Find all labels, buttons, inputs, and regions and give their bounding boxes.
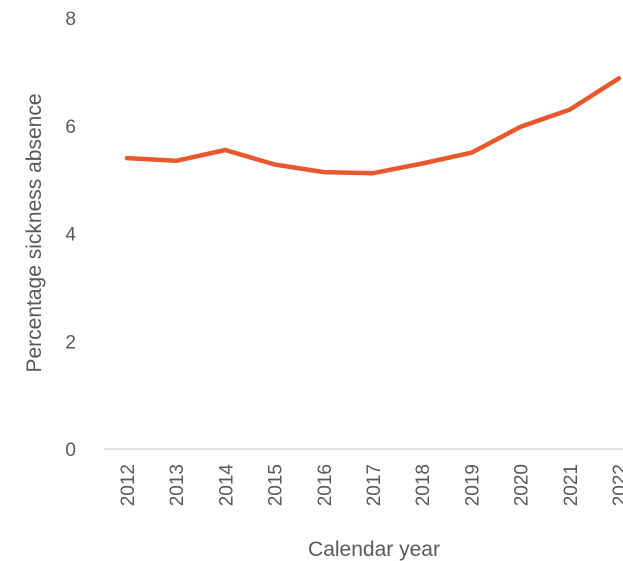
y-tick-label: 4 bbox=[65, 225, 76, 246]
y-tick-label: 2 bbox=[65, 332, 76, 353]
series-line bbox=[124, 76, 622, 176]
y-axis-tick-labels: 0 2 4 6 8 bbox=[65, 9, 76, 461]
x-tick-label: 2012 bbox=[118, 464, 139, 506]
y-tick-label: 6 bbox=[65, 117, 76, 138]
x-axis-title: Calendar year bbox=[308, 538, 440, 561]
x-tick-label: 2013 bbox=[167, 464, 188, 506]
x-tick-label: 2020 bbox=[512, 464, 533, 506]
y-tick-label: 0 bbox=[65, 440, 76, 461]
x-tick-label: 2018 bbox=[413, 464, 434, 506]
x-axis-tick-labels: 2012 2013 2014 2015 2016 2017 2018 2019 2020 2021… bbox=[118, 464, 623, 507]
x-tick-label: 2017 bbox=[364, 464, 385, 506]
x-tick-label: 2021 bbox=[561, 464, 582, 506]
x-tick-label: 2022 bbox=[610, 464, 623, 506]
y-axis-title: Percentage sickness absence bbox=[23, 94, 46, 373]
x-tick-label: 2014 bbox=[216, 464, 237, 507]
x-tick-label: 2015 bbox=[266, 464, 287, 506]
x-tick-label: 2016 bbox=[315, 464, 336, 506]
x-tick-label: 2019 bbox=[462, 464, 483, 506]
y-tick-label: 8 bbox=[65, 9, 76, 30]
